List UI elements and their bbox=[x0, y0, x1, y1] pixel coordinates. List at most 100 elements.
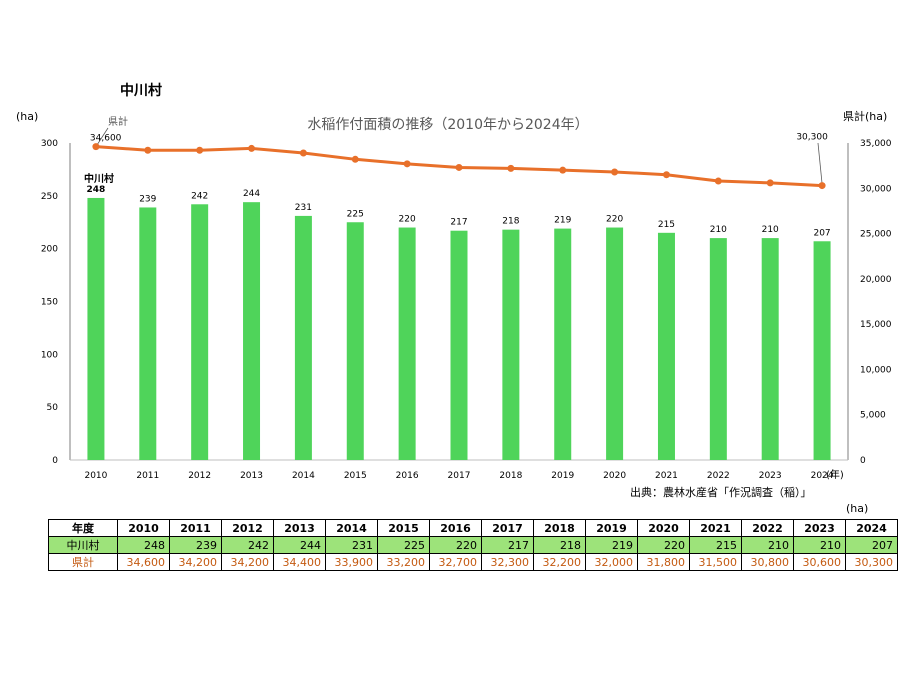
bar-value-label: 218 bbox=[502, 217, 519, 227]
table-cell: 220 bbox=[429, 536, 482, 554]
table-year-header: 2016 bbox=[429, 519, 482, 537]
left-tick-label: 200 bbox=[41, 245, 58, 255]
table-cell: 34,200 bbox=[221, 553, 274, 571]
table-year-header: 2022 bbox=[741, 519, 794, 537]
bar-series-name: 中川村 bbox=[84, 172, 114, 185]
table-cell: 31,500 bbox=[689, 553, 742, 571]
bar-value-label: 207 bbox=[813, 228, 830, 238]
left-tick-label: 300 bbox=[41, 139, 58, 149]
bar-value-label: 242 bbox=[191, 191, 208, 201]
table-row: 中川村 248 239 242 244 231 225 220 217 218 219 220 215 2… bbox=[48, 536, 898, 554]
chart-title: 水稲作付面積の推移（2010年から2024年） bbox=[307, 117, 588, 133]
table-header-row: 年度 2010 2011 2012 2013 2014 2015 2016 2017 2018 20… bbox=[48, 519, 898, 537]
table-cell: 33,200 bbox=[377, 553, 430, 571]
line-point bbox=[92, 143, 100, 151]
bar bbox=[606, 227, 624, 460]
x-tick-label: 2019 bbox=[551, 471, 574, 481]
table-cell: 30,600 bbox=[793, 553, 846, 571]
left-tick-label: 0 bbox=[52, 456, 58, 466]
right-tick-label: 20,000 bbox=[860, 275, 892, 285]
bar bbox=[294, 215, 312, 460]
table-cell: 210 bbox=[793, 536, 846, 554]
line-point bbox=[662, 171, 670, 179]
table-cell: 244 bbox=[273, 536, 326, 554]
table-year-header: 2013 bbox=[273, 519, 326, 537]
table-year-header: 2015 bbox=[377, 519, 430, 537]
bar-value-label: 220 bbox=[399, 215, 416, 225]
right-tick-label: 25,000 bbox=[860, 230, 892, 240]
line-point bbox=[196, 146, 204, 154]
table-cell: 31,800 bbox=[637, 553, 690, 571]
bar bbox=[346, 222, 364, 460]
line-point bbox=[248, 144, 256, 152]
bar-value-label: 231 bbox=[295, 203, 312, 213]
bar bbox=[761, 238, 779, 460]
table-row: 県計 34,600 34,200 34,200 34,400 33,900 33,200 32… bbox=[48, 553, 898, 571]
table-year-header: 2021 bbox=[689, 519, 742, 537]
table-year-header: 2019 bbox=[585, 519, 638, 537]
table-cell: 225 bbox=[377, 536, 430, 554]
line-point bbox=[559, 166, 567, 174]
right-tick-label: 15,000 bbox=[860, 320, 892, 330]
line-point bbox=[403, 160, 411, 168]
table-cell: 32,000 bbox=[585, 553, 638, 571]
bar bbox=[450, 230, 468, 460]
line-series-leader bbox=[96, 127, 109, 146]
line-point bbox=[714, 177, 722, 185]
x-tick-label: 2024 bbox=[811, 471, 834, 481]
table-year-header: 2012 bbox=[221, 519, 274, 537]
left-axis-label: (ha) bbox=[16, 110, 38, 123]
right-tick-label: 10,000 bbox=[860, 365, 892, 375]
line-point bbox=[507, 164, 515, 172]
table-year-header: 2014 bbox=[325, 519, 378, 537]
table-cell: 248 bbox=[117, 536, 170, 554]
x-tick-label: 2010 bbox=[84, 471, 107, 481]
bar bbox=[139, 207, 157, 460]
chart: 水稲作付面積の推移（2010年から2024年） (ha) 県計(ha) (年) … bbox=[16, 109, 892, 481]
line-last-value-label: 30,300 bbox=[796, 133, 828, 143]
bar bbox=[398, 227, 416, 460]
x-axis-unit: (年) bbox=[826, 468, 844, 481]
table-cell: 34,200 bbox=[169, 553, 222, 571]
x-tick-label: 2012 bbox=[188, 471, 211, 481]
bar-value-label: 248 bbox=[87, 185, 106, 195]
village-title: 中川村 bbox=[120, 83, 162, 99]
table-cell: 30,800 bbox=[741, 553, 794, 571]
table-header-label: 年度 bbox=[48, 519, 118, 537]
table-cell: 242 bbox=[221, 536, 274, 554]
bar-value-label: 217 bbox=[450, 218, 467, 228]
x-tick-label: 2014 bbox=[292, 471, 315, 481]
bar-value-label: 244 bbox=[243, 189, 260, 199]
table-unit: (ha) bbox=[846, 502, 869, 515]
left-tick-label: 50 bbox=[47, 403, 59, 413]
bar bbox=[813, 241, 831, 460]
x-tick-label: 2013 bbox=[240, 471, 263, 481]
table-cell: 32,300 bbox=[481, 553, 534, 571]
table-cell: 219 bbox=[585, 536, 638, 554]
bar-value-label: 210 bbox=[710, 225, 727, 235]
x-tick-label: 2021 bbox=[655, 471, 678, 481]
bar-value-label: 215 bbox=[658, 220, 675, 230]
source-note: 出典：農林水産省「作況調査（稲）」 bbox=[630, 486, 812, 499]
x-tick-label: 2015 bbox=[344, 471, 367, 481]
bar bbox=[709, 238, 727, 460]
table-cell: 33,900 bbox=[325, 553, 378, 571]
line-point bbox=[351, 155, 359, 163]
table-cell: 32,200 bbox=[533, 553, 586, 571]
bar bbox=[657, 232, 675, 460]
left-tick-label: 100 bbox=[41, 350, 58, 360]
line-point bbox=[611, 168, 619, 176]
table-cell: 217 bbox=[481, 536, 534, 554]
line-series-name: 県計 bbox=[108, 115, 128, 128]
bar bbox=[191, 204, 209, 460]
bar-value-label: 219 bbox=[554, 216, 571, 226]
x-tick-label: 2018 bbox=[499, 471, 522, 481]
line-point bbox=[766, 179, 774, 187]
table-row-label: 中川村 bbox=[48, 536, 118, 554]
table-year-header: 2024 bbox=[845, 519, 898, 537]
table-year-header: 2010 bbox=[117, 519, 170, 537]
line-point bbox=[299, 149, 307, 157]
bar-value-label: 239 bbox=[139, 194, 156, 204]
x-tick-label: 2011 bbox=[136, 471, 159, 481]
x-tick-label: 2017 bbox=[448, 471, 471, 481]
